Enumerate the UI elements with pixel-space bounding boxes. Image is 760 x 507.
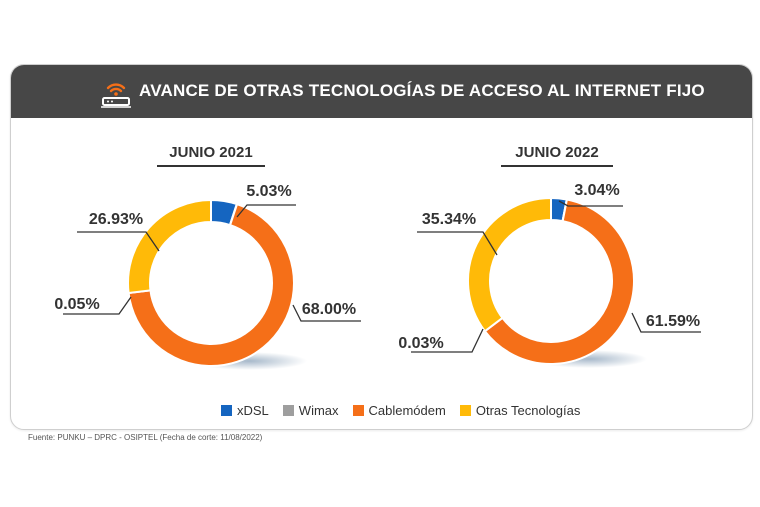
leader-line-xdsl-2022: [558, 200, 623, 207]
legend-item-xdsl: xDSL: [221, 403, 269, 418]
leader-line-cablemodem-2021: [292, 304, 361, 322]
legend-swatch-wimax: [282, 404, 294, 416]
value-label-cablemodem-2021: 68.00%: [302, 301, 356, 318]
donut-slice-otras-2022: [467, 196, 552, 333]
legend: xDSL Wimax Cablemódem Otras Tecnologías: [221, 400, 580, 420]
value-label-otras-2022: 35.34%: [422, 211, 476, 228]
leader-line-otras-2021: [77, 231, 160, 252]
donut-slice-cablemodem-2021: [127, 202, 295, 367]
value-label-wimax-2021: 0.05%: [54, 296, 99, 313]
chart-main-title: AVANCE DE OTRAS TECNOLOGÍAS DE ACCESO AL…: [139, 81, 705, 100]
legend-label-otras: Otras Tecnologías: [475, 402, 581, 418]
legend-item-cablemodem: Cablemódem: [352, 402, 446, 418]
leader-line-xdsl-2021: [236, 204, 296, 218]
legend-item-wimax: Wimax: [282, 402, 339, 418]
chart-card: AVANCE DE OTRAS TECNOLOGÍAS DE ACCESO AL…: [10, 64, 753, 430]
leader-line-otras-2022: [417, 231, 498, 256]
value-label-cablemodem-2022: 61.59%: [646, 313, 700, 330]
source-footnote: Fuente: PUNKU – DPRC - OSIPTEL (Fecha de…: [28, 433, 263, 442]
value-label-xdsl-2022: 3.04%: [574, 182, 619, 199]
legend-item-otras: Otras Tecnologías: [459, 402, 581, 418]
title-underline-2021: [157, 165, 265, 167]
legend-swatch-xdsl: [221, 404, 232, 416]
legend-swatch-cablemodem: [352, 404, 364, 416]
chart-title-2022: JUNIO 2022: [515, 144, 599, 161]
leader-line-cablemodem-2022: [631, 312, 701, 333]
donut-slice-otras-2021: [127, 198, 212, 295]
leader-line-wimax-2021: [63, 296, 132, 315]
leader-line-wimax-2022: [411, 328, 484, 353]
value-label-otras-2021: 26.93%: [89, 211, 143, 228]
legend-swatch-otras: [459, 404, 471, 416]
legend-label-xdsl: xDSL: [237, 402, 269, 418]
chart-title-2021: JUNIO 2021: [169, 144, 253, 161]
value-label-xdsl-2021: 5.03%: [246, 183, 291, 200]
title-underline-2022: [501, 165, 613, 167]
router-icon: [101, 83, 131, 108]
legend-label-cablemodem: Cablemódem: [368, 402, 446, 418]
donut-slice-cablemodem-2022: [483, 198, 635, 365]
header-bar: AVANCE DE OTRAS TECNOLOGÍAS DE ACCESO AL…: [11, 65, 752, 118]
donut-charts: 5.03% 0.05% 68.00% 26.93% 3.04% 0.03% 61.59% 35…: [54, 182, 701, 370]
value-label-wimax-2022: 0.03%: [398, 335, 443, 352]
legend-label-wimax: Wimax: [298, 402, 339, 418]
